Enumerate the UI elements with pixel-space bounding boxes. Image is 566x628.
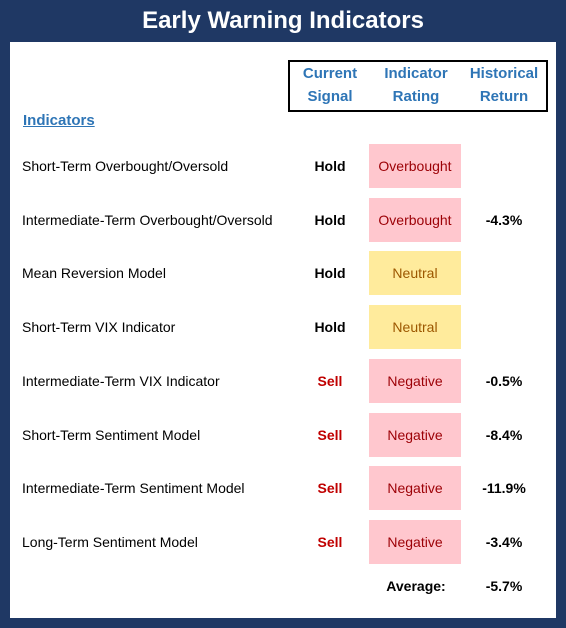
rating: Overbought [369,144,461,188]
indicator-name: Long-Term Sentiment Model [22,533,198,550]
average-label: Average: [386,577,446,594]
column-header-line: Current [302,65,358,82]
signal: Hold [314,158,346,174]
rating: Negative [369,466,461,511]
indicator-name: Intermediate-Term Overbought/Oversold [22,211,273,228]
historical-return: -4.3% [485,211,523,228]
signal: Hold [314,265,346,282]
column-header-line: Signal [307,88,353,105]
column-header: Indicator Rating [371,62,461,108]
column-header-line: Return [479,88,529,105]
panel: Current Signal Indicator Rating Historic… [10,42,556,618]
indicator-name: Short-Term VIX Indicator [22,319,176,336]
section-label: Indicators [23,112,95,129]
indicator-name: Intermediate-Term Sentiment Model [22,480,245,497]
column-header: Current Signal [285,62,375,108]
rating: Negative [369,412,461,457]
indicator-name: Short-Term Overbought/Oversold [22,158,229,174]
historical-return: -3.4% [485,533,523,550]
column-header: Historical Return [459,62,549,108]
rating: Negative [369,358,461,403]
column-header-line: Historical [469,65,539,82]
rating: Negative [369,519,461,564]
signal: Sell [317,480,343,497]
historical-return: -11.9% [482,480,526,497]
title: Early Warning Indicators [142,7,424,34]
historical-return: -0.5% [485,372,523,389]
header-box [288,60,548,112]
signal: Hold [314,319,346,336]
signal: Hold [314,211,346,228]
column-header-line: Rating [392,88,440,105]
historical-return: -8.4% [485,426,523,443]
signal: Sell [317,372,343,389]
indicator-name: Short-Term Sentiment Model [22,426,201,443]
rating: Neutral [369,305,461,350]
average-value: -5.7% [485,577,523,594]
rating: Neutral [369,251,461,296]
indicator-name: Intermediate-Term VIX Indicator [22,372,220,389]
signal: Sell [317,533,343,550]
column-header-line: Indicator [384,65,448,82]
indicator-name: Mean Reversion Model [22,265,166,282]
signal: Sell [317,426,343,443]
rating: Overbought [369,197,461,242]
